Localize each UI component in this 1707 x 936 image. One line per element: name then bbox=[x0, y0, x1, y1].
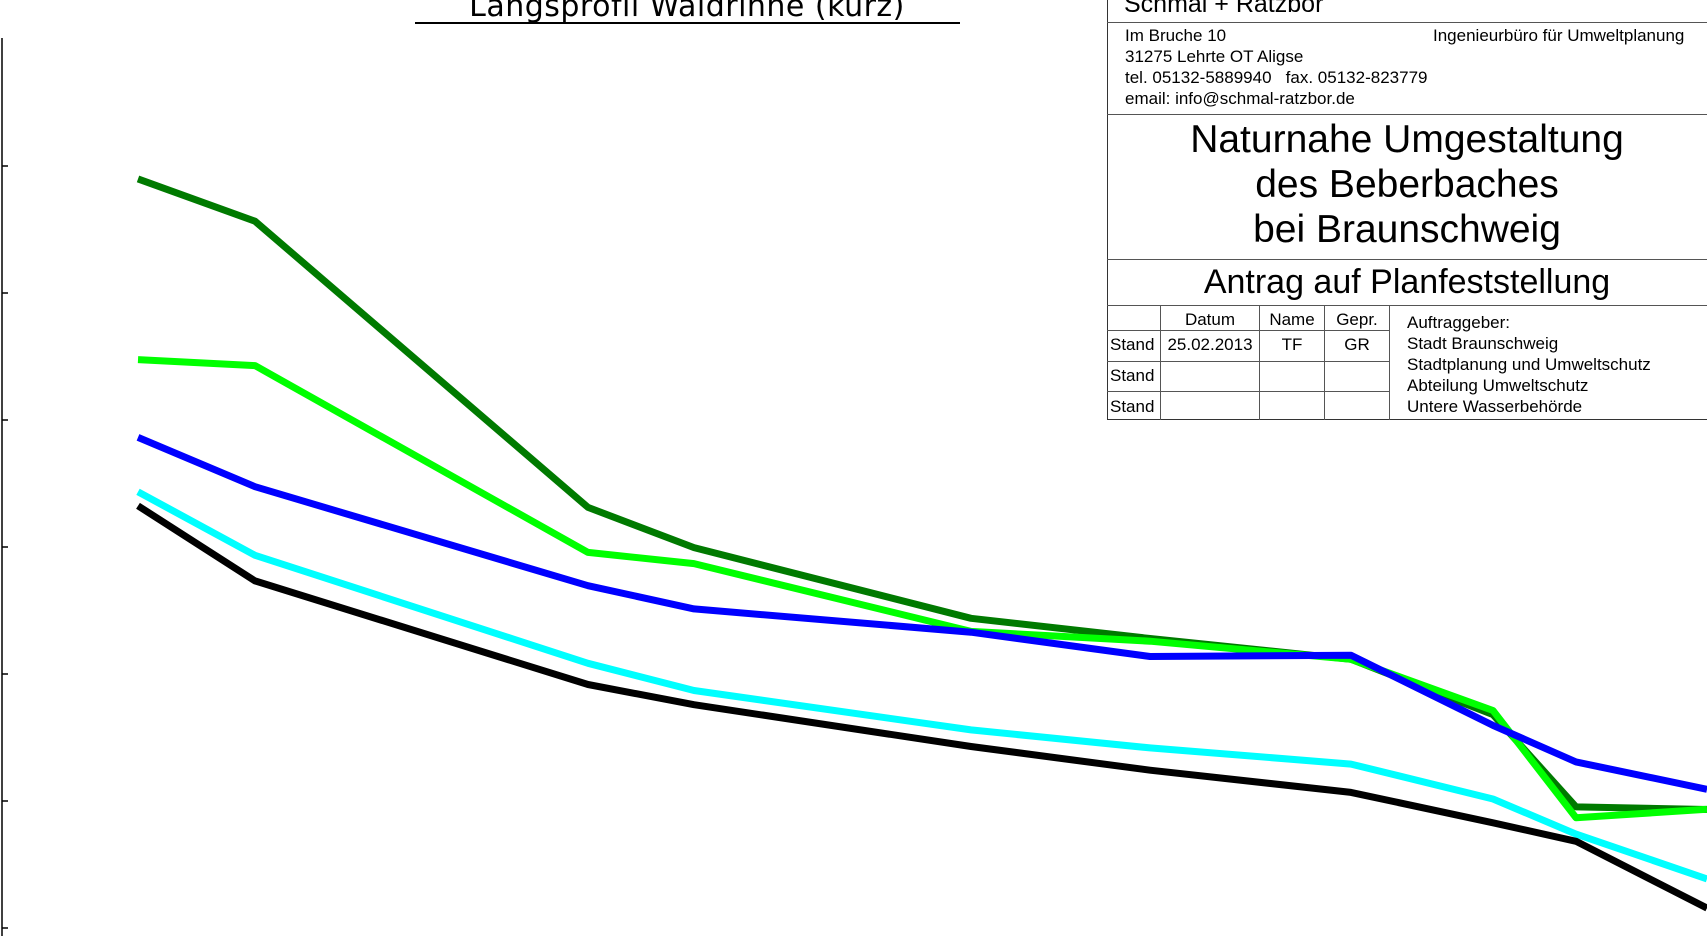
office-type: Ingenieurbüro für Umweltplanung bbox=[1433, 26, 1685, 45]
series-layer bbox=[136, 175, 1707, 912]
divider bbox=[1107, 259, 1707, 260]
table-divider bbox=[1107, 391, 1389, 392]
y-axis-ticks bbox=[2, 165, 8, 929]
project-title-line-2: des Beberbaches bbox=[1255, 163, 1559, 206]
series-line-5 bbox=[136, 502, 1707, 912]
series-line-2 bbox=[137, 356, 1707, 822]
client-line-1: Stadt Braunschweig bbox=[1407, 334, 1559, 353]
divider bbox=[1107, 305, 1707, 306]
table-cell-datum: 25.02.2013 bbox=[1167, 335, 1253, 354]
table-row-label: Stand bbox=[1110, 366, 1155, 385]
office-address-street: Im Bruche 10 bbox=[1125, 26, 1227, 45]
table-divider bbox=[1389, 305, 1390, 420]
series-line-3 bbox=[136, 434, 1707, 793]
office-address-city: 31275 Lehrte OT Aligse bbox=[1125, 47, 1304, 66]
divider bbox=[1107, 114, 1707, 115]
table-header-gepr: Gepr. bbox=[1336, 310, 1378, 329]
divider bbox=[1107, 22, 1707, 23]
project-title-line-3: bei Braunschweig bbox=[1253, 208, 1561, 251]
office-phone-fax: tel. 05132-5889940 fax. 05132-823779 bbox=[1125, 68, 1428, 87]
client-line-2: Stadtplanung und Umweltschutz bbox=[1407, 355, 1651, 374]
table-cell-gepr: GR bbox=[1344, 335, 1370, 354]
table-divider bbox=[1107, 330, 1389, 331]
table-row-label: Stand bbox=[1110, 397, 1155, 416]
application-title: Antrag auf Planfeststellung bbox=[1203, 263, 1611, 301]
table-header-name: Name bbox=[1269, 310, 1315, 329]
client-line-3: Abteilung Umweltschutz bbox=[1407, 376, 1589, 395]
table-header-datum: Datum bbox=[1184, 310, 1236, 329]
office-email: email: info@schmal-ratzbor.de bbox=[1125, 89, 1355, 108]
project-title-line-1: Naturnahe Umgestaltung bbox=[1190, 118, 1624, 161]
chart-title: Längsprofil Waldrinne (kurz) bbox=[469, 0, 905, 24]
table-divider bbox=[1324, 305, 1325, 420]
series-line-4 bbox=[136, 488, 1707, 883]
client-line-4: Untere Wasserbehörde bbox=[1407, 397, 1583, 416]
plan-title-block bbox=[1107, 0, 1707, 420]
office-name: Schmal + Ratzbor bbox=[1124, 0, 1324, 18]
table-divider bbox=[1160, 305, 1161, 420]
client-label: Auftraggeber: bbox=[1407, 313, 1511, 332]
table-divider bbox=[1259, 305, 1260, 420]
table-divider bbox=[1107, 361, 1389, 362]
table-row-label: Stand bbox=[1110, 335, 1155, 354]
table-cell-name: TF bbox=[1281, 335, 1303, 354]
